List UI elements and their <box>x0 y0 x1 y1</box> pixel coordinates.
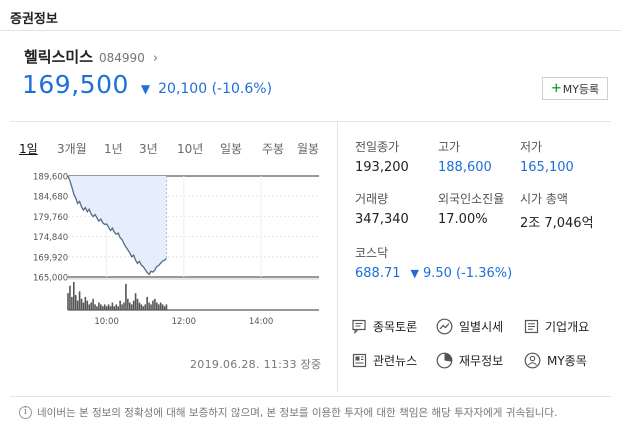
y-tick-label: 174,840 <box>33 233 68 243</box>
link-discussion[interactable]: 종목토론 <box>352 318 417 335</box>
price-area-fill <box>68 176 167 275</box>
stock-code: 084990 <box>99 51 145 65</box>
daily-price-icon <box>436 318 453 335</box>
disclaimer-text: 네이버는 본 정보의 정확성에 대해 보증하지 않으며, 본 정보를 이용한 투… <box>37 407 558 419</box>
intraday-price-chart: 189,600 184,680 179,760 174,840 169,920 165,0… <box>33 173 319 327</box>
content-divider <box>10 121 611 122</box>
kosdaq-change: 9.50 (-1.36%) <box>422 266 513 281</box>
tab-period[interactable]: 주봉 <box>262 142 285 156</box>
stat-value: 2조 7,046억 <box>520 216 594 231</box>
link-financial-info[interactable]: 재무정보 <box>436 352 503 369</box>
link-company-overview[interactable]: 기업개요 <box>524 318 589 335</box>
timestamp: 2019.06.28. 11:33 장중 <box>190 358 322 371</box>
link-label: 재무정보 <box>459 354 504 368</box>
price-change: 20,100 (-10.6%) <box>158 81 272 97</box>
link-label: 종목토론 <box>373 320 418 334</box>
kosdaq-value: 688.71 <box>355 266 401 281</box>
x-tick-label: 12:00 <box>172 317 197 327</box>
kosdaq-label: 코스닥 <box>355 246 389 260</box>
stock-name-link[interactable]: 헬릭스미스 084990 › <box>24 46 158 67</box>
link-news[interactable]: 관련뉴스 <box>352 352 417 369</box>
tab-period[interactable]: 3개월 <box>57 142 87 156</box>
header-divider <box>0 30 621 31</box>
column-divider <box>337 122 338 392</box>
stat-label: 거래량 <box>355 192 389 206</box>
current-price: 169,500 <box>22 70 129 99</box>
disclaimer: i 네이버는 본 정보의 정확성에 대해 보증하지 않으며, 본 정보를 이용한… <box>19 405 557 420</box>
price-row: 169,500 ▼ 20,100 (-10.6%) <box>22 70 272 99</box>
stat-market-cap: 시가 총액 2조 7,046억 <box>520 190 621 231</box>
price-change-percent: (-10.6%) <box>211 81 273 97</box>
link-label: 일별시세 <box>459 320 504 334</box>
news-icon <box>352 353 367 368</box>
y-tick-label: 179,760 <box>33 213 68 223</box>
y-tick-label: 165,000 <box>33 274 68 284</box>
footer-divider <box>10 396 611 397</box>
kosdaq-value-row: 688.71 ▼ 9.50 (-1.36%) <box>355 266 555 281</box>
company-overview-icon <box>524 319 539 334</box>
price-change-amount: 20,100 <box>158 81 208 97</box>
stat-prev-close: 전일종가 193,200 <box>355 138 465 175</box>
my-stocks-icon <box>524 352 541 369</box>
y-tick-label: 169,920 <box>33 253 68 263</box>
financial-info-icon <box>436 352 453 369</box>
stat-kosdaq: 코스닥 688.71 ▼ 9.50 (-1.36%) <box>355 244 555 281</box>
stat-label: 외국인소진율 <box>438 192 505 206</box>
link-label: MY종목 <box>547 354 587 368</box>
tab-period[interactable]: 1년 <box>104 142 123 156</box>
y-tick-label: 189,600 <box>33 173 68 183</box>
stat-label: 전일종가 <box>355 140 400 154</box>
stat-volume: 거래량 347,340 <box>355 190 465 227</box>
stock-name[interactable]: 헬릭스미스 <box>24 48 94 66</box>
tab-period[interactable]: 월봉 <box>297 142 320 156</box>
stat-value: 188,600 <box>438 160 492 175</box>
price-line <box>67 175 167 276</box>
stat-value: 193,200 <box>355 160 409 175</box>
plus-icon: + <box>550 81 562 96</box>
stat-foreign-ratio: 외국인소진율 17.00% <box>438 190 548 227</box>
down-arrow-icon: ▼ <box>410 267 419 280</box>
stat-label: 저가 <box>520 140 543 154</box>
link-label: 기업개요 <box>545 320 590 334</box>
period-tabs: 1일 3개월 1년 3년 10년 일봉 주봉 월봉 <box>19 140 327 157</box>
tab-period[interactable]: 10년 <box>177 142 204 156</box>
link-my-stocks[interactable]: MY종목 <box>524 352 587 369</box>
tab-period[interactable]: 3년 <box>139 142 158 156</box>
section-title: 증권정보 <box>10 12 58 27</box>
link-label: 관련뉴스 <box>373 354 418 368</box>
tab-period[interactable]: 1일 <box>19 142 38 156</box>
stat-value: 165,100 <box>520 160 574 175</box>
stat-label: 고가 <box>438 140 461 154</box>
stat-value: 347,340 <box>355 212 409 227</box>
discussion-icon <box>352 319 366 334</box>
my-register-label: MY등록 <box>562 82 600 96</box>
stat-high: 고가 188,600 <box>438 138 548 175</box>
link-daily-price[interactable]: 일별시세 <box>436 318 503 335</box>
y-tick-label: 184,680 <box>33 193 68 203</box>
x-tick-label: 14:00 <box>249 317 274 327</box>
info-icon: i <box>19 406 32 419</box>
stat-value: 17.00% <box>438 212 488 227</box>
tab-period[interactable]: 일봉 <box>220 142 243 156</box>
stat-low: 저가 165,100 <box>520 138 621 175</box>
stat-label: 시가 총액 <box>520 192 568 206</box>
down-arrow-icon: ▼ <box>140 82 151 96</box>
my-register-button[interactable]: + MY등록 <box>542 77 608 100</box>
x-tick-label: 10:00 <box>94 317 119 327</box>
chevron-right-icon[interactable]: › <box>152 51 159 66</box>
